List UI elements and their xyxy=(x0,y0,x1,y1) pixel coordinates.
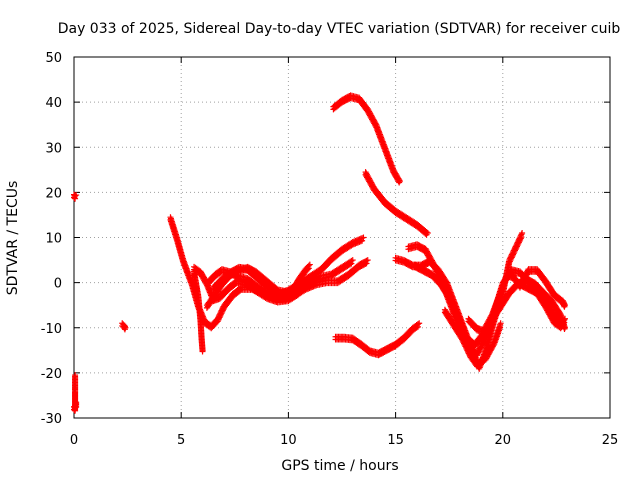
data-point xyxy=(561,315,568,322)
data-point xyxy=(497,320,504,327)
data-point xyxy=(215,315,222,322)
data-point xyxy=(122,324,129,331)
data-point xyxy=(219,308,226,315)
data-point xyxy=(396,178,403,185)
data-point xyxy=(506,259,513,266)
ticks-layer: 0 5 10 15 20 25 -30 -20 -10 0 10 20 30 40 50 xyxy=(41,51,619,448)
series-arc-b xyxy=(191,268,206,355)
data-point xyxy=(219,307,226,314)
data-point xyxy=(349,257,356,264)
data-point xyxy=(488,315,495,322)
data-point xyxy=(510,250,517,257)
data-point xyxy=(515,239,522,246)
y-tick-label: 30 xyxy=(45,141,62,156)
data-point xyxy=(561,319,568,326)
data-point xyxy=(507,257,514,264)
data-point xyxy=(217,313,224,320)
data-point xyxy=(512,247,519,254)
data-point xyxy=(73,192,80,199)
data-point xyxy=(363,260,370,267)
y-tick-label: -10 xyxy=(41,322,62,337)
data-point xyxy=(516,238,523,245)
y-tick-label: 20 xyxy=(45,186,62,201)
series-pt-2.3 xyxy=(119,320,129,333)
series-arc-n xyxy=(465,266,568,336)
data-point xyxy=(348,260,355,267)
data-point xyxy=(513,243,520,250)
data-point xyxy=(364,257,371,264)
data-point xyxy=(304,266,311,273)
x-tick-label: 10 xyxy=(280,433,297,448)
chart-title: Day 033 of 2025, Sidereal Day-to-day VTE… xyxy=(58,21,621,37)
x-tick-label: 15 xyxy=(387,433,404,448)
data-point xyxy=(305,265,312,272)
y-tick-label: 0 xyxy=(54,277,62,292)
grid-layer xyxy=(74,57,610,418)
series-arc-i xyxy=(332,320,423,359)
data-point xyxy=(216,314,223,321)
data-point xyxy=(515,240,522,247)
data-point xyxy=(362,261,369,268)
series-arc-o xyxy=(516,279,568,332)
data-point xyxy=(218,310,225,317)
series-arc-g xyxy=(330,92,403,186)
points-layer xyxy=(71,92,568,414)
data-point xyxy=(517,235,524,242)
data-point xyxy=(514,242,521,249)
y-tick-label: 40 xyxy=(45,96,62,111)
data-point xyxy=(490,342,497,349)
data-point xyxy=(508,254,515,261)
data-point xyxy=(518,234,525,241)
data-point xyxy=(414,323,421,330)
data-point xyxy=(413,324,420,331)
data-point xyxy=(347,261,354,268)
data-point xyxy=(513,244,520,251)
data-point xyxy=(424,229,431,236)
data-point xyxy=(519,229,526,236)
series-arc-f xyxy=(210,261,313,302)
y-tick-label: -20 xyxy=(41,367,62,382)
y-tick-label: 10 xyxy=(45,232,62,247)
data-point xyxy=(509,253,516,260)
data-point xyxy=(214,318,221,325)
data-point xyxy=(359,237,366,244)
x-axis-label: GPS time / hours xyxy=(281,458,398,474)
x-tick-label: 0 xyxy=(70,433,78,448)
data-point xyxy=(560,320,567,327)
x-tick-label: 5 xyxy=(177,433,185,448)
data-point xyxy=(293,293,300,300)
data-point xyxy=(237,287,244,294)
data-point xyxy=(517,236,524,243)
data-point xyxy=(199,347,206,354)
series-pt-early-neg xyxy=(71,372,80,414)
data-point xyxy=(512,246,519,253)
data-point xyxy=(215,317,222,324)
data-point xyxy=(561,302,568,309)
data-point xyxy=(481,337,488,344)
data-point xyxy=(506,258,513,265)
series-arc-m xyxy=(441,306,504,370)
data-point xyxy=(72,195,79,202)
series-arc-h xyxy=(362,169,431,238)
data-point xyxy=(416,320,423,327)
series-pt-19 xyxy=(71,191,80,202)
data-point xyxy=(217,311,224,318)
data-point xyxy=(360,234,367,241)
y-tick-label: -30 xyxy=(41,412,62,427)
data-point xyxy=(508,255,515,262)
x-tick-label: 25 xyxy=(602,433,619,448)
x-tick-label: 20 xyxy=(495,433,512,448)
y-axis-label: SDTVAR / TECUs xyxy=(5,181,21,296)
y-tick-label: 50 xyxy=(45,51,62,66)
data-point xyxy=(73,399,80,406)
data-point xyxy=(511,248,518,255)
data-point xyxy=(510,251,517,258)
data-point xyxy=(306,261,313,268)
